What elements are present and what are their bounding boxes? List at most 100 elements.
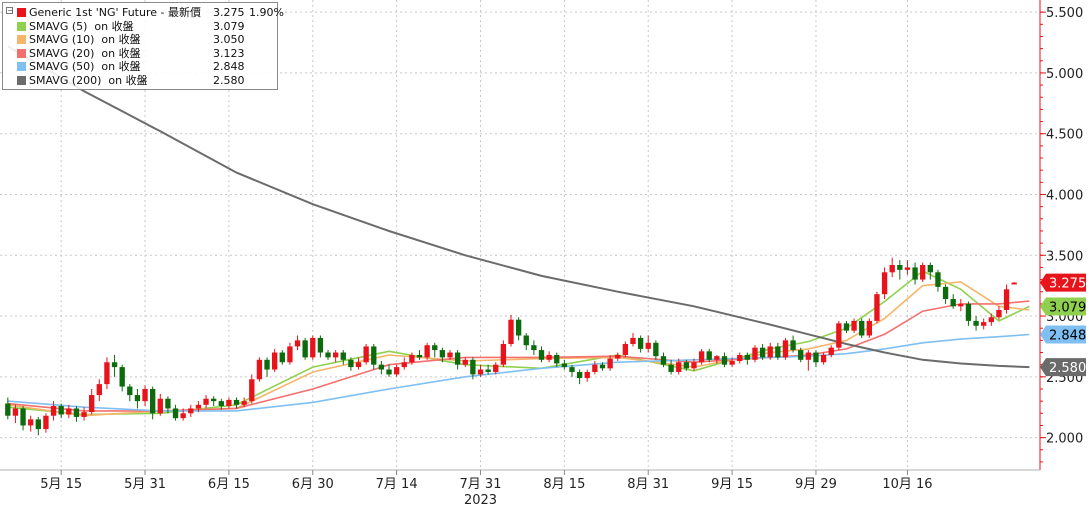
- candle-body: [35, 419, 41, 430]
- ma-line: [7, 45, 1030, 369]
- candle-body: [81, 412, 87, 417]
- candle-body: [767, 346, 773, 358]
- candle-body: [233, 399, 240, 405]
- candle-body: [554, 354, 560, 364]
- candle-body: [599, 364, 606, 369]
- candle-body: [790, 340, 796, 351]
- candle-body: [310, 337, 316, 358]
- legend-change: 1.90%: [249, 6, 284, 19]
- candle-body: [363, 346, 369, 363]
- candle-body: [157, 398, 163, 414]
- legend-item: Generic 1st 'NG' Future - 最新價 3.275 1.90%: [17, 6, 284, 19]
- x-tick-label: 6月 15: [208, 477, 250, 492]
- candle-body: [477, 369, 484, 375]
- candle-body: [348, 359, 354, 368]
- value-tag: 2.848: [1040, 325, 1086, 344]
- candle-body: [775, 346, 781, 358]
- candle-body: [538, 350, 545, 360]
- candle-body: [249, 379, 255, 402]
- candle-body: [630, 337, 636, 345]
- candle-body: [904, 267, 911, 270]
- candle-body: [737, 354, 743, 362]
- candle-body: [20, 408, 26, 426]
- legend-name: SMAVG (10) on 收盤: [29, 33, 141, 47]
- candle-body: [843, 323, 850, 331]
- candle-body: [683, 362, 690, 369]
- candle-body: [447, 352, 453, 358]
- candle-body: [119, 367, 125, 387]
- candle-body: [241, 401, 247, 405]
- candle-body: [897, 264, 903, 270]
- candle-body: [958, 303, 964, 307]
- candle-body: [58, 406, 64, 415]
- candle-body: [294, 340, 301, 347]
- legend-item: SMAVG (50) on 收盤 2.848: [17, 60, 275, 73]
- candle-body: [409, 354, 415, 363]
- candle-body: [889, 264, 895, 273]
- year-label: 2023: [464, 493, 497, 508]
- legend-name: SMAVG (200) on 收盤: [29, 74, 148, 87]
- candle-body: [96, 384, 102, 396]
- candle-body: [874, 294, 880, 321]
- candle-body: [470, 359, 476, 375]
- candle-body: [637, 337, 644, 349]
- candle-body: [317, 337, 324, 353]
- legend-swatch: [17, 35, 26, 45]
- candle-body: [165, 398, 171, 409]
- candle-body: [721, 356, 728, 365]
- x-tick-label: 7月 14: [376, 477, 418, 492]
- candle-body: [500, 344, 507, 365]
- candle-body: [729, 361, 735, 365]
- candle-body: [287, 346, 293, 363]
- candle-body: [859, 320, 865, 336]
- legend-item: SMAVG (10) on 收盤 3.050: [17, 33, 275, 46]
- candle-body: [5, 403, 11, 416]
- value-tag: 2.580: [1040, 358, 1086, 377]
- ma-line: [7, 333, 1030, 412]
- legend-collapse-icon[interactable]: −: [6, 6, 14, 15]
- candle-body: [424, 345, 430, 358]
- value-tag: 3.275: [1040, 273, 1086, 292]
- candle-body: [828, 347, 834, 355]
- candle-body: [752, 347, 758, 360]
- candle-body: [332, 352, 339, 358]
- candle-body: [302, 340, 308, 358]
- value-tag-bg: [1040, 273, 1086, 292]
- y-tick-label: 4.000: [1046, 188, 1083, 203]
- candle-body: [881, 272, 888, 295]
- legend-swatch: [17, 62, 26, 72]
- legend-value: 3.079: [213, 19, 245, 33]
- candle-body: [256, 359, 263, 380]
- candle-body: [988, 317, 994, 323]
- candle-body: [493, 364, 499, 372]
- candle-body: [813, 352, 819, 363]
- legend: − Generic 1st 'NG' Future - 最新價 3.275 1.90…: [2, 2, 284, 90]
- candle-body: [531, 345, 537, 351]
- legend-item: SMAVG (5) on 收盤 3.079: [17, 20, 275, 33]
- candle-body: [584, 371, 590, 379]
- candle-body: [111, 362, 118, 368]
- candle-body: [50, 406, 57, 416]
- candle-body: [1003, 289, 1010, 310]
- value-tag-bg: [1040, 297, 1086, 316]
- y-tick-label: 2.000: [1046, 432, 1083, 447]
- candle-body: [432, 345, 438, 351]
- candle-body: [668, 364, 674, 372]
- candle-body: [378, 364, 385, 370]
- candle-body: [43, 415, 49, 430]
- candle-body: [195, 404, 202, 409]
- candle-body: [508, 319, 514, 345]
- candle-body: [355, 362, 362, 368]
- x-tick-label: 9月 15: [711, 477, 753, 492]
- legend-name: Generic 1st 'NG' Future - 最新價: [29, 6, 201, 19]
- candle-body: [927, 264, 933, 273]
- candle-body: [607, 358, 613, 369]
- candle-body: [279, 352, 285, 363]
- candle-body: [561, 363, 568, 368]
- value-tag-label: 2.580: [1049, 361, 1086, 376]
- legend-swatch: [17, 48, 26, 58]
- candle-body: [866, 320, 872, 336]
- candle-body: [325, 352, 331, 358]
- candle-body: [653, 342, 659, 357]
- legend-value: 2.848: [213, 60, 245, 74]
